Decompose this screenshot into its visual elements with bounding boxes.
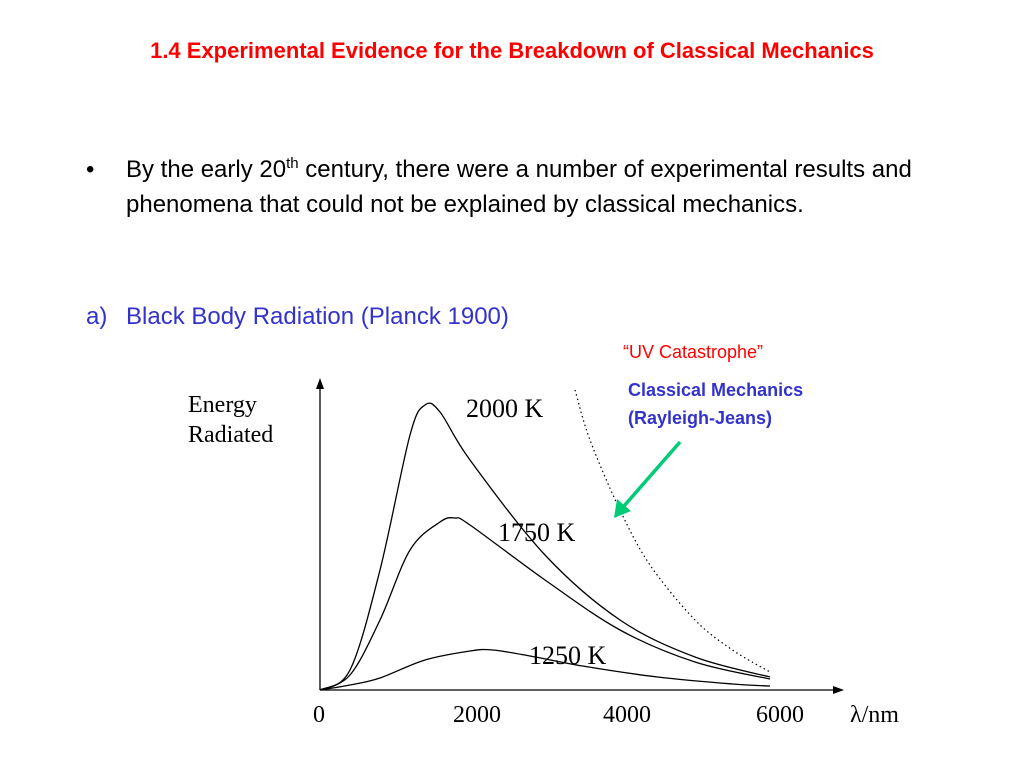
- x-tick-label: 0: [313, 702, 325, 728]
- pointer-arrow-head: [614, 499, 631, 518]
- uv-catastrophe-label: “UV Catastrophe”: [623, 342, 764, 362]
- bullet-text-superscript: th: [286, 155, 299, 172]
- bullet-text-start: By the early 20: [126, 156, 287, 183]
- subheading-letter: a): [86, 303, 108, 330]
- series-label-2000k: 2000 K: [466, 394, 544, 423]
- classical-mechanics-line1: Classical Mechanics: [628, 380, 804, 400]
- x-axis-arrowhead: [833, 686, 844, 694]
- x-axis-label: λ/nm: [850, 702, 899, 728]
- subheading: a) Black Body Radiation (Planck 1900): [86, 303, 509, 331]
- bullet-marker: •: [86, 156, 95, 183]
- bullet-text: By the early 20th century, there were a …: [126, 152, 946, 222]
- subheading-text: Black Body Radiation (Planck 1900): [126, 303, 509, 330]
- curve-rayleigh-jeans: [574, 389, 771, 673]
- bullet-text-end: century, there were a number of experime…: [126, 156, 912, 218]
- classical-mechanics-line2: (Rayleigh-Jeans): [628, 408, 773, 428]
- slide-title: 1.4 Experimental Evidence for the Breakd…: [150, 38, 874, 63]
- curve-1750k: [319, 516, 771, 691]
- x-tick-label: 6000: [756, 702, 804, 728]
- curve-2000k: [319, 402, 771, 691]
- x-tick-label: 2000: [453, 702, 501, 728]
- curve-1250k: [319, 648, 771, 691]
- y-axis-label-line1: Energy: [188, 392, 257, 418]
- series-label-1750k: 1750 K: [498, 518, 576, 547]
- y-axis-arrowhead: [316, 378, 324, 389]
- pointer-arrow-line: [622, 440, 682, 508]
- x-tick-label: 4000: [603, 702, 651, 728]
- y-axis-label-line2: Radiated: [188, 422, 273, 448]
- classical-mechanics-label: Classical Mechanics (Rayleigh-Jeans): [628, 376, 803, 432]
- series-label-1250k: 1250 K: [529, 641, 607, 670]
